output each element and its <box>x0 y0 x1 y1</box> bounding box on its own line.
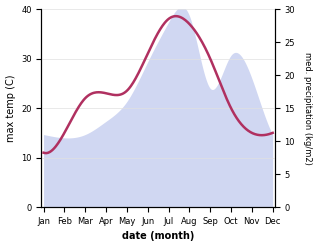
Y-axis label: med. precipitation (kg/m2): med. precipitation (kg/m2) <box>303 52 313 165</box>
Y-axis label: max temp (C): max temp (C) <box>5 74 16 142</box>
X-axis label: date (month): date (month) <box>122 231 194 242</box>
